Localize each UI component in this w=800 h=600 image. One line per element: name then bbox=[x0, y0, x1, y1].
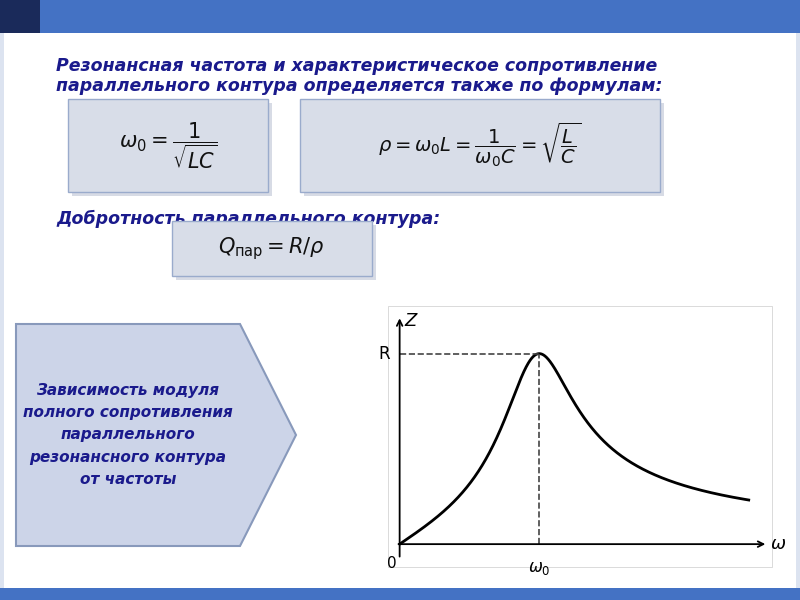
Text: $\omega$: $\omega$ bbox=[770, 535, 786, 553]
Text: параллельного контура определяется также по формулам:: параллельного контура определяется также… bbox=[56, 77, 662, 95]
Text: R: R bbox=[378, 344, 390, 362]
Text: Добротность параллельного контура:: Добротность параллельного контура: bbox=[56, 210, 440, 228]
FancyBboxPatch shape bbox=[176, 225, 376, 280]
Text: $Q_{\mathregular{пар}} = R/\rho$: $Q_{\mathregular{пар}} = R/\rho$ bbox=[218, 235, 326, 262]
Bar bbox=[0, 588, 800, 600]
Text: $\omega_0 = \dfrac{1}{\sqrt{LC}}$: $\omega_0 = \dfrac{1}{\sqrt{LC}}$ bbox=[118, 120, 218, 170]
Text: Зависимость модуля
полного сопротивления
параллельного
резонансного контура
от ч: Зависимость модуля полного сопротивления… bbox=[23, 383, 233, 487]
Text: $Z$: $Z$ bbox=[404, 312, 419, 330]
FancyBboxPatch shape bbox=[172, 221, 372, 276]
Bar bbox=[0, 0, 800, 33]
Text: 0: 0 bbox=[387, 556, 397, 571]
Text: $\rho = \omega_0 L = \dfrac{1}{\omega_0 C} = \sqrt{\dfrac{L}{C}}$: $\rho = \omega_0 L = \dfrac{1}{\omega_0 … bbox=[378, 121, 582, 169]
Polygon shape bbox=[16, 324, 296, 546]
FancyBboxPatch shape bbox=[300, 99, 660, 192]
Text: Резонансная частота и характеристическое сопротивление: Резонансная частота и характеристическое… bbox=[56, 57, 658, 75]
Bar bbox=[0, 0, 40, 33]
FancyBboxPatch shape bbox=[72, 103, 272, 196]
FancyBboxPatch shape bbox=[68, 99, 268, 192]
Text: $\omega_0$: $\omega_0$ bbox=[528, 559, 550, 577]
FancyBboxPatch shape bbox=[304, 103, 664, 196]
